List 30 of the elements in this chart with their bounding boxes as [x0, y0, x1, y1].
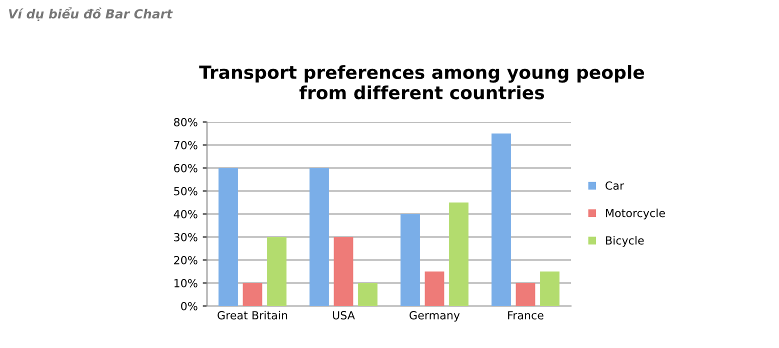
- chart-title: Transport preferences among young people from different countries: [199, 65, 644, 100]
- y-tick-label: 60%: [174, 164, 198, 172]
- x-tick-label: USA: [332, 311, 355, 320]
- legend-label: Car: [606, 181, 624, 190]
- y-tick-label: 20%: [174, 256, 198, 264]
- y-tick-label: 0%: [181, 302, 198, 310]
- y-tick-label: 50%: [174, 186, 198, 196]
- y-tick-label: 40%: [174, 210, 198, 218]
- y-tick-label: 10%: [174, 278, 198, 288]
- x-tick-label: Germany: [410, 311, 460, 322]
- bar: [492, 134, 511, 306]
- bar: [242, 283, 262, 306]
- bar: [334, 237, 354, 306]
- legend-label: Motorcycle: [606, 208, 665, 220]
- legend-label: Bicycle: [606, 236, 644, 247]
- bar: [424, 272, 444, 306]
- x-tick-label: Great Britain: [218, 310, 288, 320]
- y-tick-label: 30%: [174, 232, 198, 242]
- bar: [400, 214, 420, 306]
- x-tick-label: France: [508, 311, 544, 320]
- bar: [449, 202, 468, 306]
- text: Ví dụ biểu đồ Bar Chart: [8, 6, 173, 22]
- y-tick-label: 70%: [174, 140, 198, 150]
- bar: [218, 168, 238, 306]
- bar: [310, 168, 329, 306]
- bar: [540, 272, 560, 306]
- bar: [516, 283, 536, 306]
- y-tick-label: 80%: [174, 118, 198, 126]
- bar: [267, 237, 286, 306]
- bar: [358, 283, 378, 306]
